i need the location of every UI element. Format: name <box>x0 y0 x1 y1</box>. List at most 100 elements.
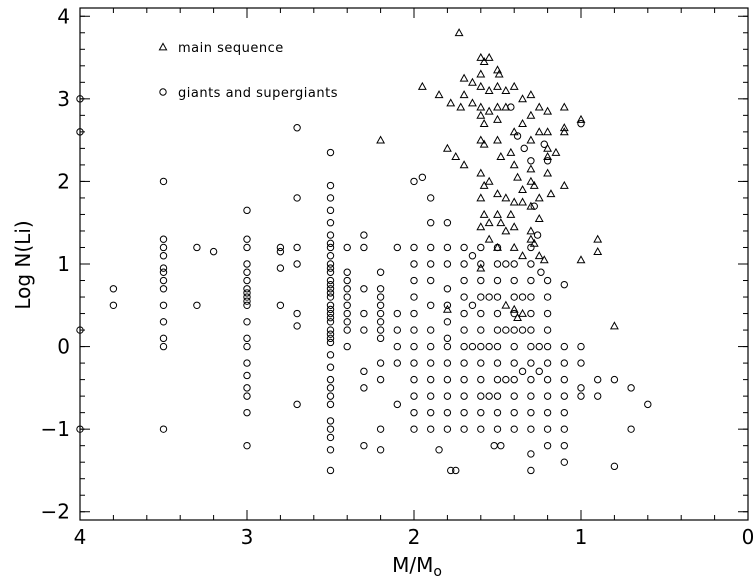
series-giants-supergiants <box>76 95 652 475</box>
giant-point <box>443 342 452 351</box>
giant-point <box>326 309 335 318</box>
giant-point <box>493 293 502 301</box>
giant-point <box>326 301 335 309</box>
giant-point <box>326 375 335 384</box>
giant-point <box>510 425 518 433</box>
x-tick-label: 3 <box>241 525 254 549</box>
main-sequence-point <box>526 226 536 235</box>
x-tick-label: 2 <box>408 525 421 549</box>
giant-point <box>243 392 251 400</box>
main-sequence-point <box>484 85 494 94</box>
giant-point <box>460 309 468 318</box>
giant-point <box>443 318 452 326</box>
giant-point <box>477 276 485 285</box>
giant-point <box>326 425 335 433</box>
giant-point <box>460 392 468 400</box>
main-sequence-point <box>559 102 569 111</box>
main-sequence-point <box>526 90 536 99</box>
main-sequence-point <box>459 90 469 99</box>
giant-point <box>577 342 585 351</box>
giant-point <box>326 194 335 202</box>
main-sequence-point <box>476 222 486 231</box>
giant-point <box>560 359 568 367</box>
giant-point <box>543 375 552 384</box>
giant-point <box>376 318 385 326</box>
main-sequence-point <box>609 321 619 330</box>
main-sequence-point <box>501 300 511 309</box>
main-sequence-point <box>526 110 536 119</box>
giant-point <box>527 342 535 351</box>
main-sequence-point <box>509 197 519 206</box>
giant-point <box>109 285 118 293</box>
main-sequence-point <box>534 251 544 260</box>
giant-point <box>502 260 510 268</box>
giant-point <box>360 367 368 376</box>
main-sequence-point <box>526 164 536 173</box>
giant-point <box>243 289 251 297</box>
giant-point <box>427 359 435 367</box>
x-tick-label: 1 <box>575 525 588 549</box>
giant-point <box>510 326 518 334</box>
giant-point <box>293 260 301 268</box>
giant-point <box>460 375 468 384</box>
giant-point <box>159 334 168 343</box>
giant-point <box>376 334 385 343</box>
giant-point <box>518 293 527 301</box>
giant-point <box>393 243 401 252</box>
giant-point <box>427 375 435 384</box>
giant-point <box>527 392 535 400</box>
giant-point <box>510 260 518 268</box>
giant-point <box>543 157 552 165</box>
giant-point <box>410 392 418 400</box>
giant-point <box>477 425 485 433</box>
giant-point <box>493 392 502 400</box>
main-sequence-point <box>526 234 536 243</box>
giant-point <box>243 235 251 243</box>
main-sequence-point <box>576 255 586 264</box>
main-sequence-point <box>526 176 536 185</box>
giant-point <box>343 285 351 293</box>
axis-ticks: 4 3 2 1 0 4 3 2 1 0 −1 −2 <box>41 4 754 549</box>
giant-point <box>460 326 468 334</box>
giant-point <box>427 219 435 227</box>
data-points <box>76 28 652 475</box>
giant-point <box>410 293 418 301</box>
giant-point <box>477 375 485 384</box>
giant-point <box>360 309 368 318</box>
giant-point <box>443 375 452 384</box>
giant-point <box>460 276 468 285</box>
giant-point <box>543 425 552 433</box>
main-sequence-point <box>479 180 489 189</box>
giant-point <box>326 334 335 343</box>
giant-point <box>510 293 518 301</box>
main-sequence-point <box>434 90 444 99</box>
main-sequence-point <box>496 152 506 161</box>
giant-point <box>410 260 418 268</box>
giant-point <box>393 326 401 334</box>
main-sequence-point <box>543 168 553 177</box>
giant-point <box>543 326 552 334</box>
main-sequence-point <box>476 102 486 111</box>
main-sequence-point <box>454 28 464 37</box>
main-sequence-point <box>476 193 486 202</box>
giant-point <box>360 231 368 239</box>
giant-point <box>493 342 502 351</box>
giant-point <box>418 173 427 181</box>
giant-point <box>243 260 251 268</box>
giant-point <box>159 342 168 351</box>
main-sequence-point <box>496 218 506 227</box>
giant-point <box>326 363 335 371</box>
giant-point <box>510 309 518 318</box>
giant-point <box>510 392 518 400</box>
giant-point <box>360 326 368 334</box>
giant-point <box>159 243 168 252</box>
giant-point <box>627 384 635 392</box>
main-sequence-point <box>442 143 452 152</box>
giant-point <box>543 392 552 400</box>
main-sequence-point <box>484 218 494 227</box>
giant-point <box>518 326 527 334</box>
giant-point <box>326 330 335 338</box>
giant-point <box>577 119 585 128</box>
main-sequence-point <box>459 160 469 169</box>
